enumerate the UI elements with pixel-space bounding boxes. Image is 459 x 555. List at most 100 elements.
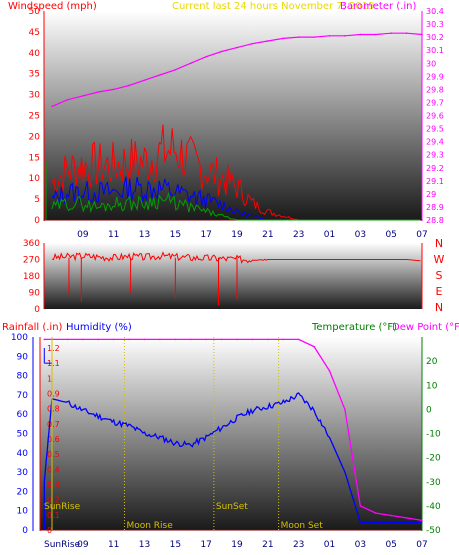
temperature-point [220,338,223,341]
baro-y-tick-label: 28.9 [426,203,444,212]
wind-y-tick-label: 10 [29,174,41,184]
direction-letter: S [436,269,443,282]
temp-y-tick-label: -20 [426,454,441,464]
temperature-point [174,338,177,341]
humidity-y-tick-label: 40 [17,449,29,459]
direction-plot-area [44,243,422,309]
barometer-point [344,35,346,37]
barometer-point [159,74,161,76]
x-tick-label-bottom: 09 [77,540,89,550]
x-tick-label-top: 09 [77,230,89,240]
temperature-point [236,338,238,341]
temp-y-tick-label: -50 [426,526,441,536]
wind-y-tick-label: 15 [29,153,40,163]
direction-letter: W [434,253,445,266]
x-tick-label-bottom: 17 [200,540,211,550]
rain-axis-title: Rainfall (.in) [2,322,63,333]
temperature-point [328,369,331,372]
barometer-point [390,32,392,35]
temp-y-tick-label: 20 [426,357,438,367]
baro-y-tick-label: 29 [426,190,436,199]
humidity-y-tick-label: 100 [11,333,28,343]
barometer-point [251,42,254,45]
baro-y-tick-label: 29.6 [426,112,444,121]
barometer-point [112,88,115,91]
wind-plot-area [44,11,422,220]
temperature-series-line [44,338,423,522]
x-tick-label-top: 21 [262,230,273,240]
annotations-group: SunRise SunRise SunSet Moon Rise Moon Set [44,337,323,550]
barometer-point [313,36,315,38]
humidity-series-line [43,392,422,523]
wind-y-tick-label: 30 [29,91,41,101]
barometer-point [174,68,177,71]
barometer-point [128,84,130,87]
sunrise-label-bottom: SunRise [44,540,81,550]
rain-y-tick-label: 0.5 [47,450,60,459]
baro-y-tick-label: 30.4 [426,7,444,16]
barometer-point [51,105,53,108]
barometer-point [359,33,362,36]
rain-y-tick-label: 0.6 [47,435,60,444]
rain-y-tick-label: 0.2 [47,496,60,505]
x-tick-label-top: 17 [200,230,211,240]
wind-y-tick-label: 45 [29,28,40,38]
rain-y-tick-label: 1.1 [47,359,60,368]
temperature-point [66,338,69,341]
baro-y-tick-label: 29.3 [426,151,444,160]
x-tick-label-top: 01 [324,230,335,240]
low-wind-series-line [51,191,421,221]
dir-y-tick-label: 360 [23,239,40,249]
current-period-label: Current last 24 hours November 7, 2019 [172,1,375,12]
marks-group [43,32,423,530]
humidity-y-tick-label: 20 [17,487,29,497]
wind-y-tick-label: 25 [29,112,40,122]
wind-y-tick-label: 20 [29,132,41,142]
x-tick-label-bottom: 07 [416,540,427,550]
x-tick-label-bottom: 23 [293,540,304,550]
temperature-point [205,338,207,341]
temperature-point [374,512,377,514]
baro-y-tick-label: 29.9 [426,72,444,81]
x-tick-label-bottom: 19 [231,540,243,550]
barometer-point [374,33,377,36]
wind-y-tick-label: 35 [29,70,40,80]
barometer-point [405,32,408,35]
humidity-y-tick-label: 80 [17,372,29,382]
barometer-point [297,36,300,38]
barometer-point [421,33,423,36]
temperature-point [297,338,300,341]
baro-y-tick-label: 29.5 [426,125,444,134]
temperature-point [128,338,130,341]
dir-y-tick-label: 180 [23,272,40,282]
baro-y-tick-label: 29.7 [426,98,444,107]
humidity-y-tick-label: 60 [17,410,29,420]
x-tick-label-bottom: 05 [385,540,396,550]
temp-y-tick-label: 10 [426,381,438,391]
baro-y-tick-label: 29.4 [426,138,444,147]
temperature-point [390,514,392,517]
wind-y-tick-label: 50 [29,7,41,17]
moonset-label: Moon Set [281,521,324,531]
rain-y-tick-label: 1 [47,374,52,383]
direction-letter: N [435,237,443,250]
wind-y-tick-label: 5 [34,195,40,205]
sunset-label: SunSet [216,502,248,512]
temperature-point [43,338,46,341]
baro-y-tick-label: 30.3 [426,20,444,29]
temperature-point [267,338,269,341]
wind-direction-line [51,251,421,264]
temperature-point [313,345,315,348]
direction-letter: N [435,301,443,314]
barometer-point [328,35,331,37]
temperature-point [143,338,146,341]
x-tick-label-top: 03 [355,230,366,240]
temperature-axis-title: Temperature (°F) [311,322,397,333]
temperature-point [405,517,408,519]
dir-y-tick-label: 0 [34,305,40,315]
dewpoint-axis-title: Dew Point (°F) [392,322,459,333]
rain-y-tick-label: 0.3 [47,481,60,490]
humidity-y-tick-label: 0 [22,526,28,536]
